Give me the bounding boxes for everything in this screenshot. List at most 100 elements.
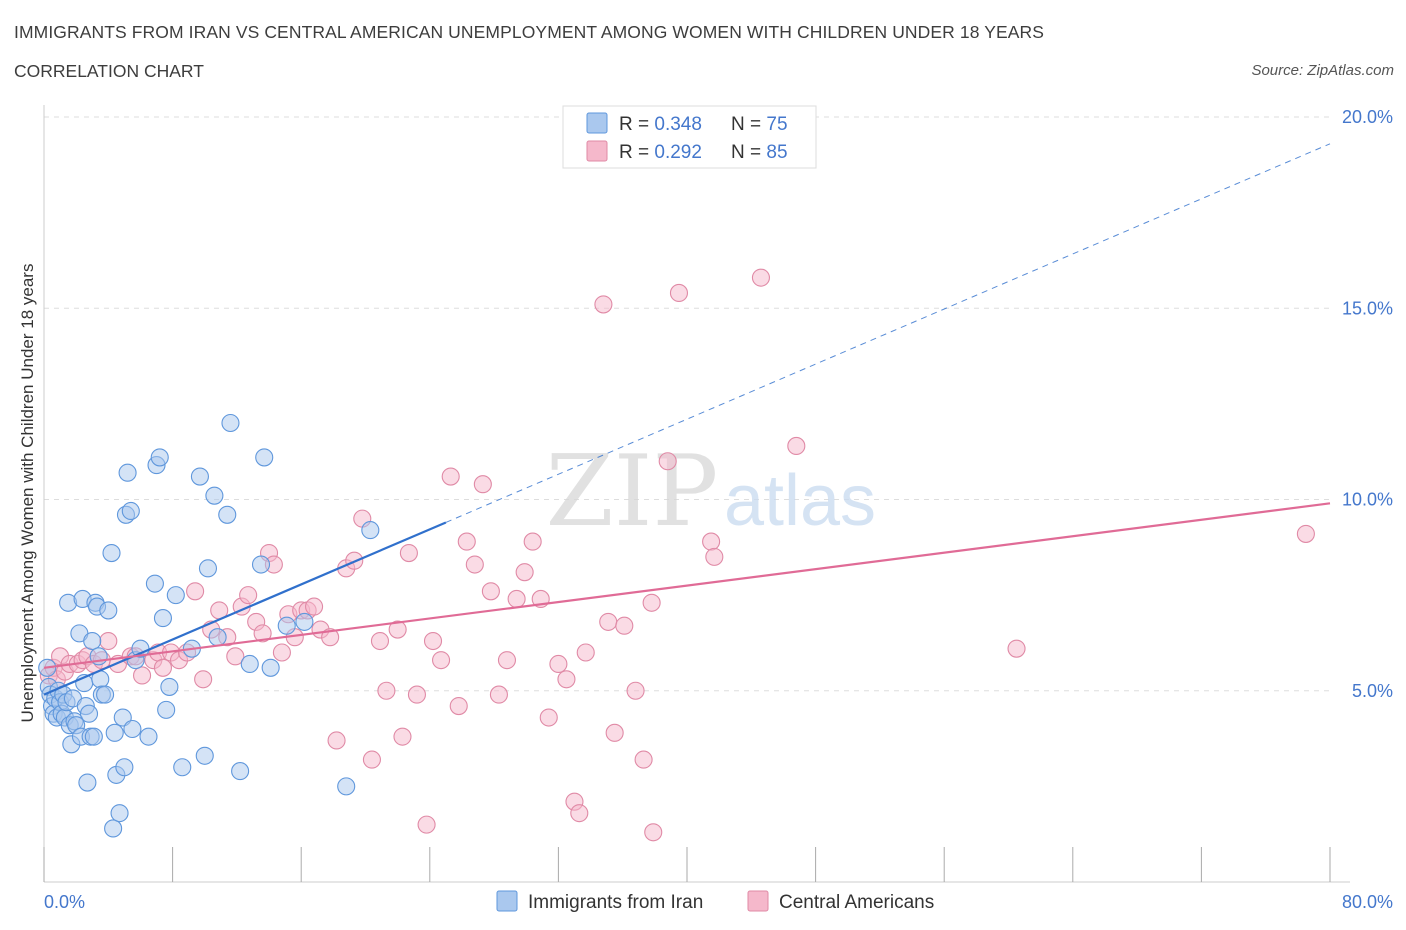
central-americans-point: [465, 555, 484, 574]
central-americans-point: [239, 586, 258, 605]
central-americans-point: [702, 532, 721, 551]
central-americans-point: [133, 666, 152, 685]
central-americans-point: [634, 750, 653, 769]
iran-point: [123, 719, 142, 739]
iran-point: [205, 486, 224, 505]
central-americans-point: [399, 543, 418, 563]
iran-point: [361, 521, 380, 540]
central-americans-point: [226, 647, 245, 666]
iran-point: [145, 574, 164, 593]
central-americans-point: [599, 612, 618, 631]
central-americans-point: [507, 589, 526, 609]
central-americans-point: [594, 295, 613, 314]
y-tick-label: 10.0%: [1342, 490, 1393, 510]
y-tick-label: 5.0%: [1352, 681, 1393, 701]
iran-point: [121, 501, 140, 521]
central-americans-points: [39, 268, 1315, 842]
blue-legend-swatch: [496, 890, 518, 912]
pink-legend-swatch: [747, 890, 769, 912]
central-americans-point: [626, 681, 645, 700]
central-americans-point: [549, 654, 568, 674]
central-americans-point: [441, 467, 460, 486]
central-americans-point: [787, 436, 806, 456]
central-americans-point: [751, 268, 770, 287]
central-americans-point: [253, 624, 272, 643]
iran-point: [105, 723, 124, 742]
iran-point: [102, 543, 121, 563]
central-americans-point: [515, 563, 534, 582]
central-americans-point: [370, 631, 390, 651]
central-americans-point: [497, 651, 517, 670]
iran-trend-line: [43, 521, 447, 696]
legend-label: Central Americans: [779, 892, 934, 913]
blue-swatch: [586, 112, 608, 134]
x-tick-label: 0.0%: [44, 892, 85, 912]
stats-legend-row: R = 0.292 N = 85: [619, 142, 788, 163]
iran-trend-extension: [445, 143, 1331, 523]
iran-point: [139, 727, 158, 746]
central-americans-point: [432, 651, 451, 670]
chart-source: Source: ZipAtlas.com: [1251, 62, 1394, 79]
central-americans-point: [99, 631, 118, 651]
central-americans-point: [393, 727, 412, 746]
iran-point: [153, 609, 173, 628]
central-americans-point: [153, 658, 173, 677]
central-americans-point: [489, 685, 508, 704]
pink-swatch: [586, 140, 608, 162]
iran-point: [78, 773, 97, 792]
central-americans-point: [570, 804, 589, 823]
iran-point: [190, 467, 209, 486]
central-americans-point: [377, 681, 396, 700]
central-americans-point: [321, 628, 340, 647]
iran-point: [157, 700, 176, 719]
central-americans-point: [423, 631, 443, 651]
iran-point: [251, 555, 271, 574]
iran-point: [295, 612, 314, 631]
iran-point: [337, 777, 356, 796]
iran-point: [118, 463, 137, 482]
central-americans-point: [1007, 639, 1026, 658]
central-americans-point: [305, 597, 324, 616]
central-americans-point: [186, 582, 205, 601]
central-americans-point: [272, 643, 291, 662]
central-americans-point: [327, 731, 346, 750]
central-americans-point: [644, 823, 663, 842]
central-americans-point: [576, 643, 595, 662]
iran-point: [115, 758, 134, 777]
iran-point: [221, 413, 240, 433]
iran-point: [208, 628, 227, 647]
central-americans-point: [449, 696, 468, 716]
stats-legend-row: R = 0.348 N = 75: [619, 114, 788, 135]
iran-point: [240, 654, 259, 674]
central-americans-trend-line: [43, 502, 1331, 669]
iran-point: [150, 448, 169, 467]
central-americans-point: [407, 685, 426, 704]
central-americans-point: [1296, 524, 1315, 543]
central-americans-point: [481, 582, 500, 601]
central-americans-point: [615, 616, 634, 635]
central-americans-point: [523, 532, 542, 551]
central-americans-point: [362, 750, 381, 769]
axes: [43, 105, 1350, 883]
central-americans-point: [705, 547, 724, 566]
stats-legend: R = 0.348 N = 75 R = 0.292 N = 85: [562, 105, 817, 169]
y-tick-label: 20.0%: [1342, 107, 1393, 127]
watermark-atlas: atlas: [724, 461, 876, 541]
central-americans-point: [669, 283, 689, 303]
iran-point: [173, 758, 192, 777]
iran-point: [83, 631, 102, 651]
central-americans-point: [457, 532, 476, 551]
watermark-zip: ZIP: [546, 435, 719, 549]
legend-label: Immigrants from Iran: [528, 892, 703, 913]
central-americans-point: [473, 475, 492, 494]
trend-lines: [43, 143, 1331, 696]
iran-point: [84, 727, 103, 746]
central-americans-point: [605, 723, 624, 742]
iran-point: [96, 685, 115, 704]
central-americans-point: [388, 620, 407, 639]
iran-point: [195, 746, 214, 765]
iran-point: [99, 601, 118, 620]
iran-points: [38, 413, 380, 838]
tick-labels: 5.0% 10.0% 15.0% 20.0% 0.0% 80.0%: [44, 107, 1393, 912]
